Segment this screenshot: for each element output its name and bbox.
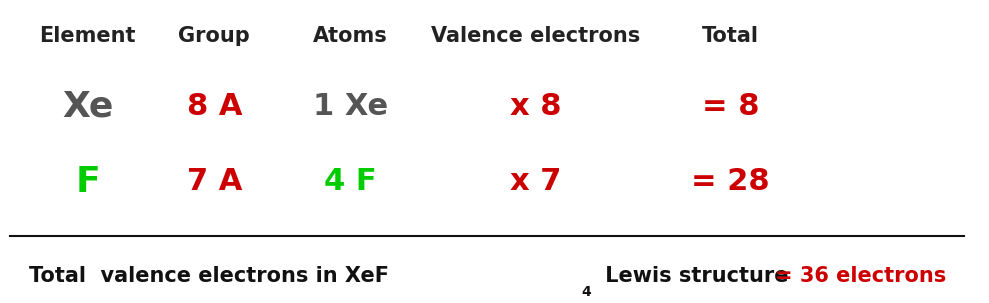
Text: 8 A: 8 A [187, 92, 242, 121]
Text: Group: Group [178, 26, 250, 46]
Text: x 8: x 8 [510, 92, 562, 121]
Text: F: F [75, 165, 100, 199]
Text: Element: Element [40, 26, 135, 46]
Text: Total  valence electrons in XeF: Total valence electrons in XeF [30, 266, 390, 286]
Text: 4: 4 [582, 285, 591, 299]
Text: 1 Xe: 1 Xe [314, 92, 389, 121]
Text: Atoms: Atoms [314, 26, 388, 46]
Text: Total: Total [702, 26, 760, 46]
Text: Lewis structure: Lewis structure [598, 266, 788, 286]
Text: x 7: x 7 [510, 167, 562, 196]
Text: 7 A: 7 A [187, 167, 242, 196]
Text: 4 F: 4 F [324, 167, 377, 196]
Text: = 36 electrons: = 36 electrons [775, 266, 946, 286]
Text: Valence electrons: Valence electrons [431, 26, 641, 46]
Text: = 28: = 28 [691, 167, 769, 196]
Text: Xe: Xe [62, 89, 114, 123]
Text: = 8: = 8 [702, 92, 760, 121]
